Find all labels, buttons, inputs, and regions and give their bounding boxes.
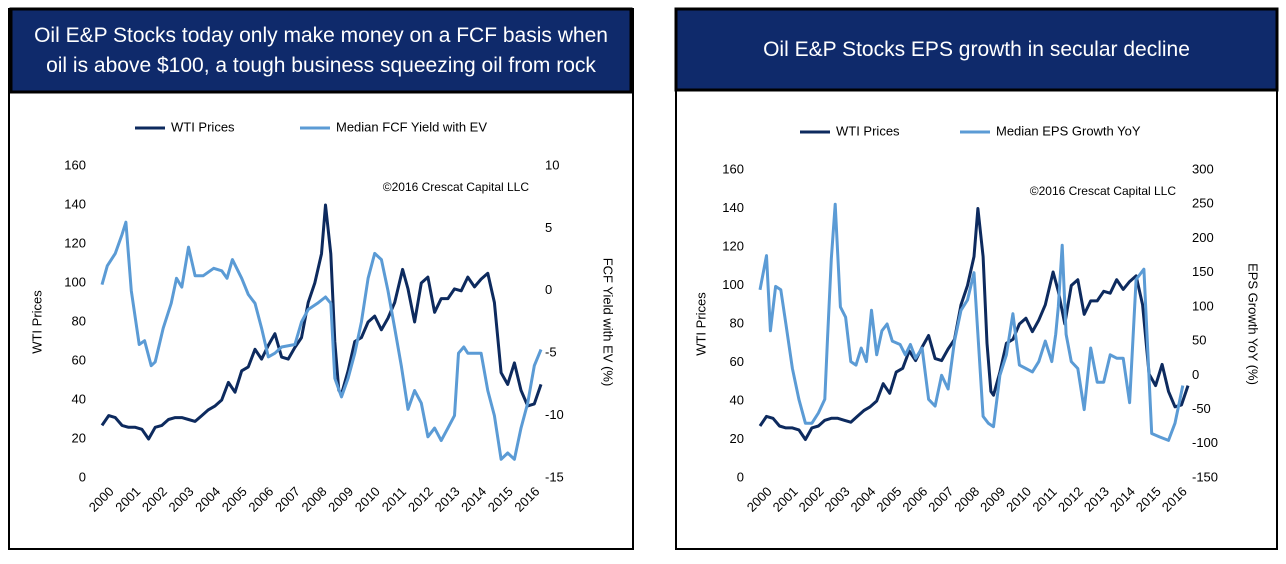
x-tick-label: 2009	[325, 484, 356, 515]
y-tick-label: 40	[72, 391, 86, 406]
x-tick-label: 2012	[1055, 484, 1086, 515]
x-tick-label: 2007	[925, 484, 956, 515]
y-tick-label: 80	[72, 313, 86, 328]
y-tick-label: 120	[64, 235, 86, 250]
x-tick-label: 2010	[1003, 484, 1034, 515]
x-tick-label: 2016	[1159, 484, 1190, 515]
series-line	[100, 203, 543, 441]
legend-label: Median FCF Yield with EV	[336, 119, 487, 134]
y-tick-label: 160	[64, 157, 86, 172]
x-tick-label: 2015	[1133, 484, 1164, 515]
y-tick-label: 140	[64, 196, 86, 211]
x-tick-label: 2008	[951, 484, 982, 515]
x-tick-label: 2001	[112, 484, 143, 515]
y2-tick-label: -50	[1192, 401, 1211, 416]
series-line	[100, 220, 543, 461]
y2-tick-label: 300	[1192, 161, 1214, 176]
y-tick-label: 20	[72, 430, 86, 445]
y-axis-title: WTI Prices	[693, 292, 708, 356]
x-tick-label: 2013	[1081, 484, 1112, 515]
x-tick-label: 2012	[405, 484, 436, 515]
x-tick-label: 2007	[272, 484, 303, 515]
x-tick-label: 2013	[432, 484, 463, 515]
annotation: ©2016 Crescat Capital LLC	[1030, 184, 1177, 198]
y-tick-label: 100	[722, 277, 744, 292]
x-tick-label: 2015	[485, 484, 516, 515]
y-tick-label: 0	[737, 469, 744, 484]
x-tick-label: 2005	[219, 484, 250, 515]
x-tick-label: 2001	[770, 484, 801, 515]
chart-title: Oil E&P Stocks EPS growth in secular dec…	[763, 37, 1190, 61]
x-tick-label: 2002	[139, 484, 170, 515]
x-tick-label: 2005	[873, 484, 904, 515]
x-tick-label: 2009	[977, 484, 1008, 515]
x-tick-label: 2014	[458, 484, 489, 515]
y-tick-label: 80	[730, 315, 744, 330]
y2-tick-label: 0	[545, 282, 552, 297]
legend-label: WTI Prices	[836, 123, 900, 138]
title-box: Oil E&P Stocks today only make money on …	[34, 23, 608, 77]
legend-label: WTI Prices	[171, 119, 235, 134]
x-tick-label: 2006	[899, 484, 930, 515]
x-tick-label: 2008	[299, 484, 330, 515]
y2-tick-label: 100	[1192, 298, 1214, 313]
y2-tick-label: 10	[545, 157, 559, 172]
y2-tick-label: 150	[1192, 264, 1214, 279]
y2-tick-label: -5	[545, 345, 557, 360]
y2-tick-label: 5	[545, 220, 552, 235]
x-tick-label: 2011	[1029, 484, 1059, 514]
x-tick-label: 2010	[352, 484, 383, 515]
x-tick-label: 2003	[166, 484, 197, 515]
y-tick-label: 60	[72, 352, 86, 367]
y2-tick-label: 50	[1192, 333, 1206, 348]
y2-axis-title: EPS Growth YoY (%)	[1246, 263, 1261, 385]
x-tick-label: 2003	[822, 484, 853, 515]
x-tick-label: 2011	[379, 484, 409, 514]
y2-tick-label: 250	[1192, 196, 1214, 211]
legend-label: Median EPS Growth YoY	[996, 123, 1141, 138]
y-tick-label: 20	[730, 431, 744, 446]
x-tick-label: 2004	[192, 484, 223, 515]
x-tick-label: 2006	[245, 484, 276, 515]
x-tick-label: 2000	[86, 484, 117, 515]
y-tick-label: 100	[64, 274, 86, 289]
y-tick-label: 40	[730, 392, 744, 407]
y-tick-label: 160	[722, 161, 744, 176]
y2-tick-label: -150	[1192, 469, 1218, 484]
y2-tick-label: -15	[545, 469, 564, 484]
panel-header	[9, 7, 633, 94]
annotation: ©2016 Crescat Capital LLC	[383, 180, 530, 194]
y-tick-label: 140	[722, 200, 744, 215]
y2-axis-title: FCF Yield with EV (%)	[601, 258, 616, 387]
title-box: Oil E&P Stocks EPS growth in secular dec…	[763, 37, 1190, 61]
series-line	[758, 202, 1185, 442]
x-tick-label: 2002	[796, 484, 827, 515]
y-tick-label: 60	[730, 354, 744, 369]
y-axis-title: WTI Prices	[29, 290, 44, 354]
x-tick-label: 2016	[511, 484, 542, 515]
x-tick-label: 2000	[744, 484, 775, 515]
y-tick-label: 0	[79, 469, 86, 484]
x-tick-label: 2014	[1107, 484, 1138, 515]
y2-tick-label: 200	[1192, 230, 1214, 245]
y2-tick-label: 0	[1192, 367, 1199, 382]
series-line	[758, 207, 1190, 441]
x-tick-label: 2004	[847, 484, 878, 515]
y2-tick-label: -10	[545, 407, 564, 422]
chart-title: Oil E&P Stocks today only make money on …	[34, 23, 608, 77]
y-tick-label: 120	[722, 238, 744, 253]
panel-header	[674, 7, 1279, 92]
y2-tick-label: -100	[1192, 435, 1218, 450]
